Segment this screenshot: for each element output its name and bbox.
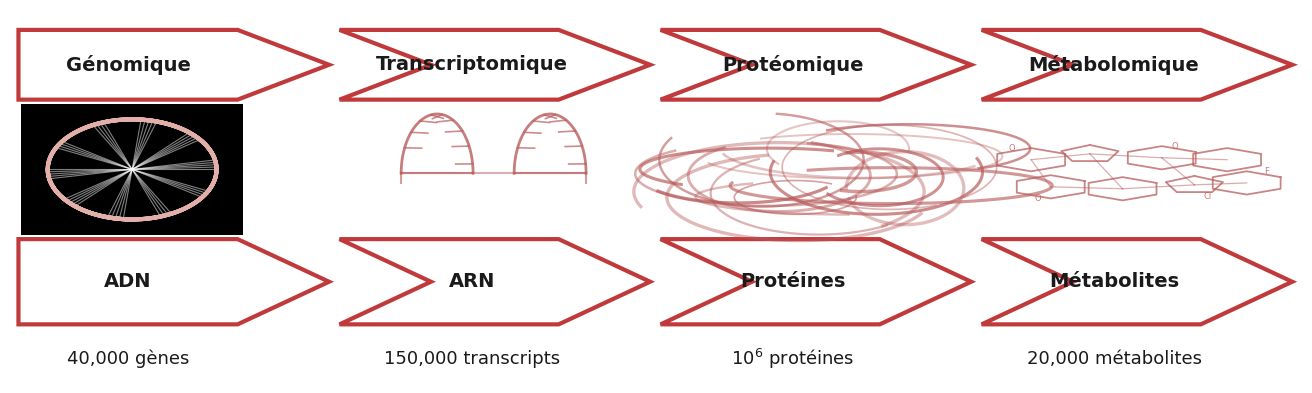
Text: 40,000 gènes: 40,000 gènes (67, 350, 189, 369)
Text: 20,000 métabolites: 20,000 métabolites (1026, 350, 1202, 368)
Text: Protéines: Protéines (740, 272, 846, 291)
Text: O: O (1034, 194, 1040, 203)
Polygon shape (340, 239, 651, 324)
Polygon shape (660, 239, 971, 324)
Text: F: F (1263, 167, 1269, 176)
Text: ADN: ADN (104, 272, 152, 291)
Text: Protéomique: Protéomique (723, 55, 863, 75)
Polygon shape (660, 30, 971, 100)
Text: $10^6$ protéines: $10^6$ protéines (731, 347, 854, 371)
Text: 150,000 transcripts: 150,000 transcripts (384, 350, 560, 368)
Polygon shape (340, 30, 651, 100)
Text: O: O (1008, 143, 1014, 152)
Text: ARN: ARN (449, 272, 495, 291)
Polygon shape (18, 30, 329, 100)
Text: O: O (1172, 141, 1178, 151)
Text: Génomique: Génomique (66, 55, 190, 75)
Text: Métabolomique: Métabolomique (1029, 55, 1199, 75)
Polygon shape (981, 30, 1292, 100)
Text: Métabolites: Métabolites (1050, 272, 1179, 291)
Text: Cl: Cl (1203, 192, 1211, 201)
Text: Transcriptomique: Transcriptomique (377, 55, 568, 74)
Polygon shape (981, 239, 1292, 324)
Bar (21, 103, 243, 235)
Polygon shape (18, 239, 329, 324)
